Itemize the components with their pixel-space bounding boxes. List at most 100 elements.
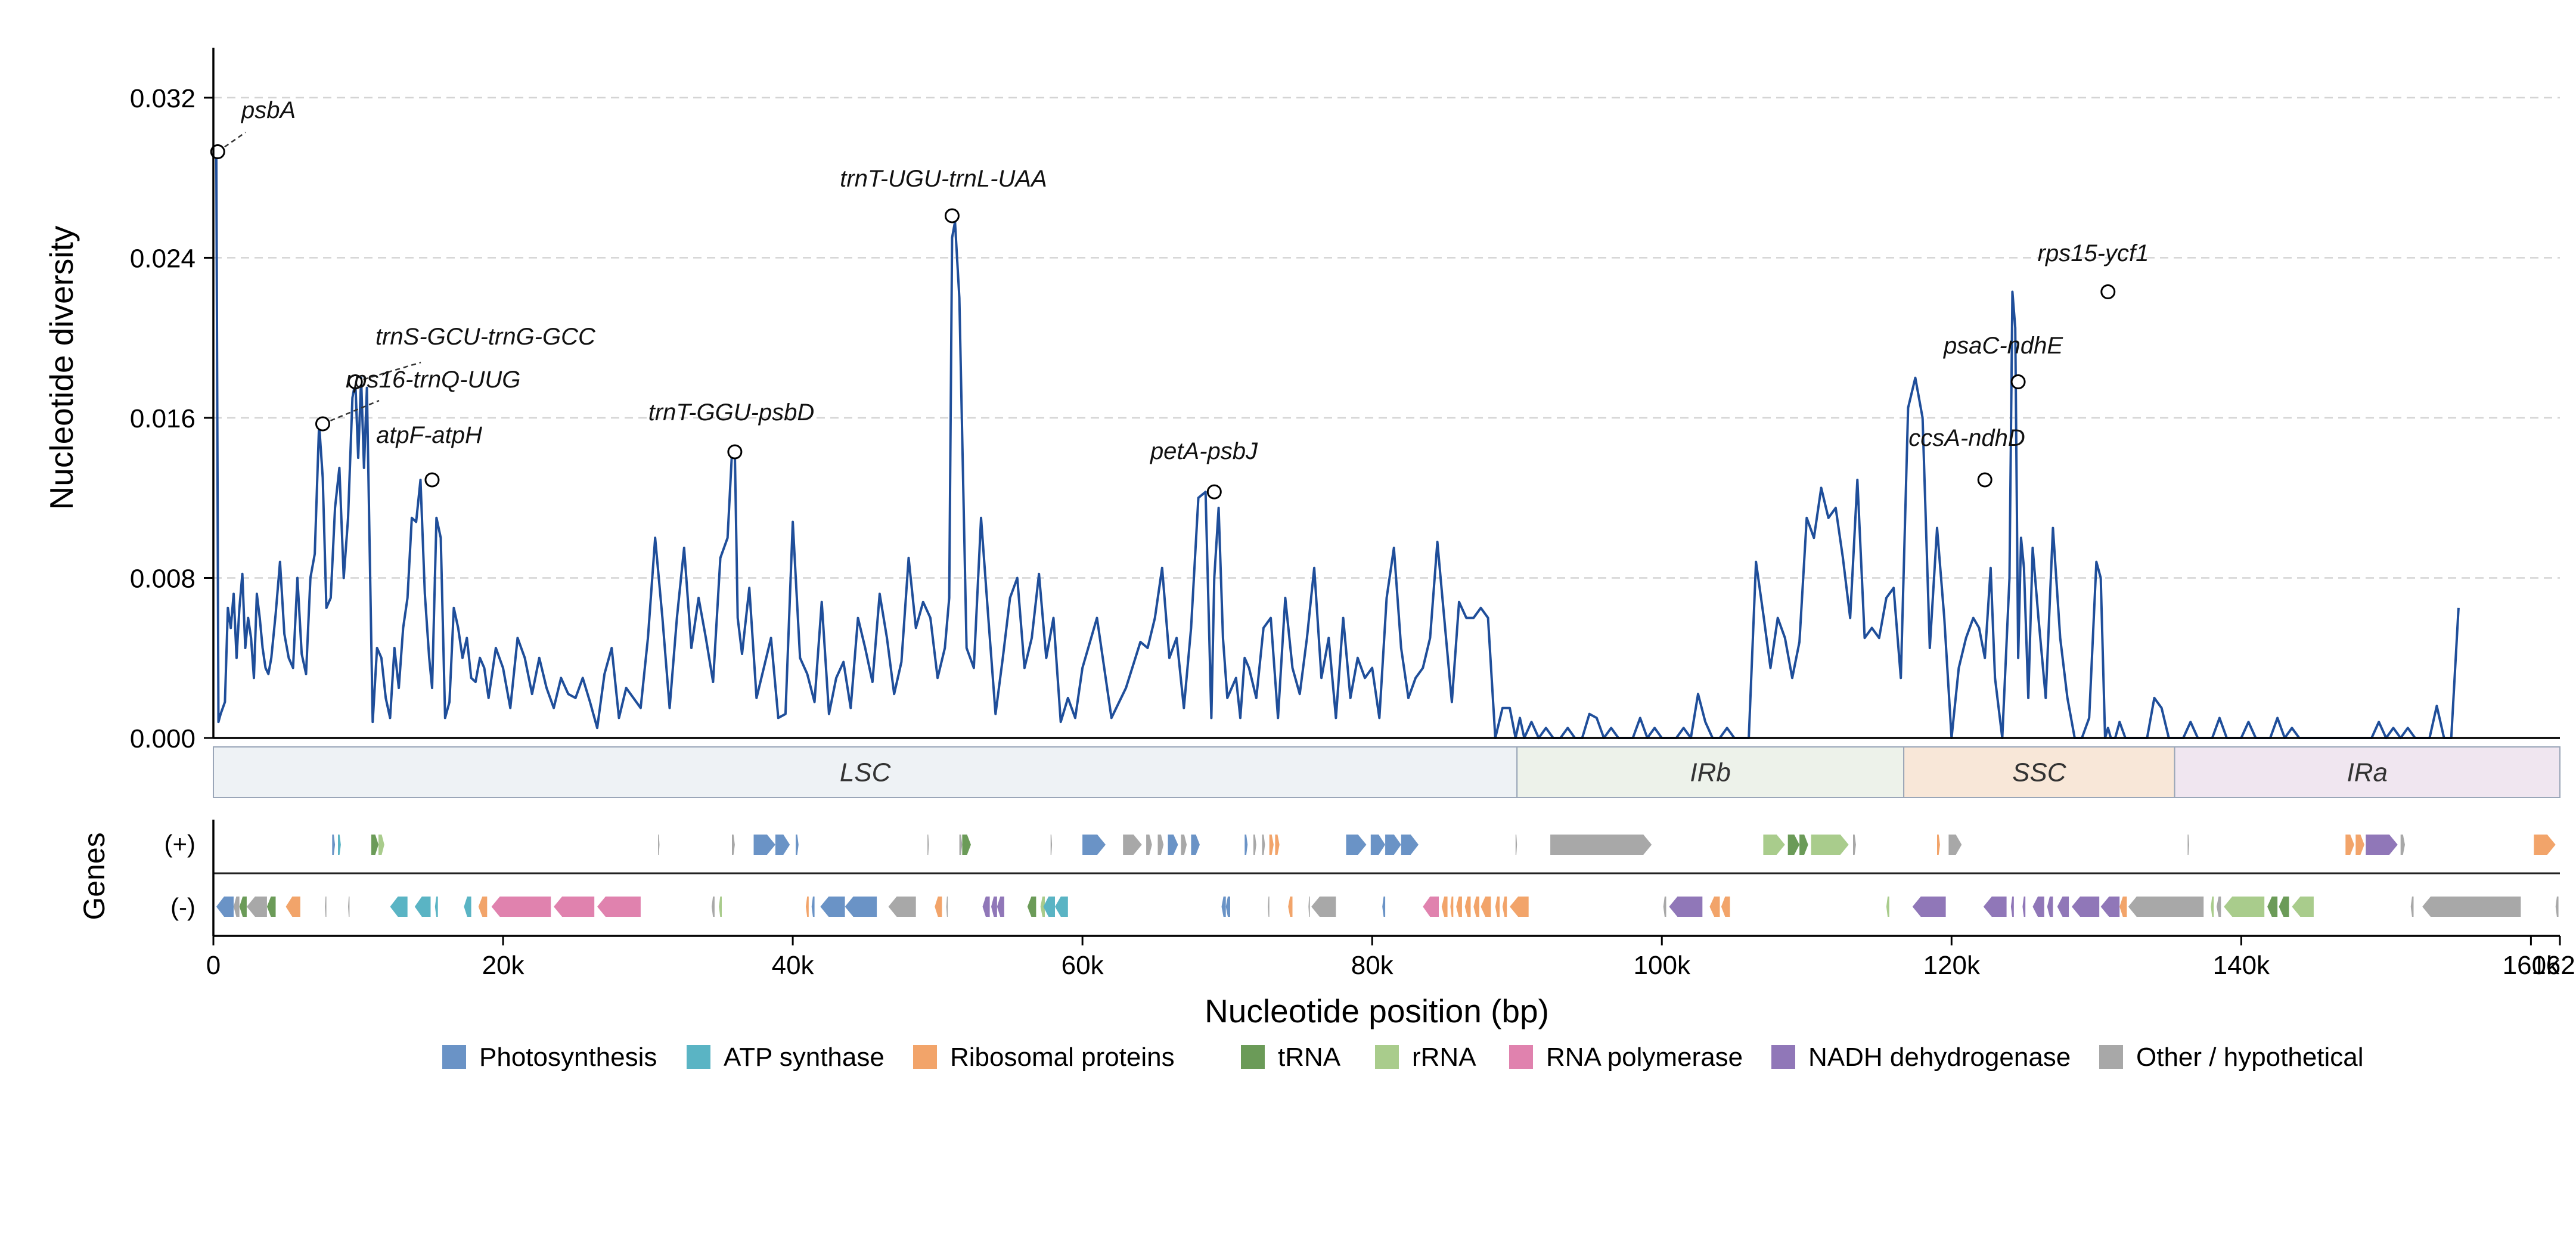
strand-minus-label: (-)	[170, 893, 195, 921]
gene-minus-arrow	[1308, 897, 1310, 917]
gene-minus-arrow	[1912, 897, 1946, 917]
gene-minus-arrow	[2022, 897, 2026, 917]
gene-minus-arrow	[478, 897, 488, 917]
peak-label: petA-psbJ	[1150, 438, 1258, 464]
peak-label: ccsA-ndhD	[1908, 425, 2025, 451]
gene-minus-arrow	[597, 897, 641, 917]
gene-minus-arrow	[2279, 897, 2289, 917]
gene-plus-arrow	[927, 835, 929, 855]
genome-regions: LSC IRb SSC IRa	[213, 746, 2561, 798]
gene-plus-arrow	[1146, 835, 1152, 855]
diversity-line-layer	[212, 146, 2460, 739]
peak-label: trnT-GGU-psbD	[648, 399, 815, 426]
gene-plus-arrow	[1269, 835, 1274, 855]
gene-minus-arrow	[434, 897, 438, 917]
gene-plus-arrow	[1253, 835, 1256, 855]
gene-plus-arrow	[378, 835, 384, 855]
legend-label: rRNA	[1412, 1043, 1476, 1072]
gene-plus-arrow	[1550, 835, 1652, 855]
gene-minus-arrow	[2072, 897, 2100, 917]
region-band	[2174, 746, 2561, 798]
x-tick-label: 140k	[2213, 951, 2270, 980]
legend-swatch	[2099, 1045, 2123, 1069]
gene-plus-arrow	[1168, 835, 1178, 855]
legend-label: RNA polymerase	[1546, 1043, 1743, 1072]
peak-marker	[1977, 472, 1992, 488]
gene-minus-arrow	[2057, 897, 2069, 917]
legend-swatch	[1375, 1045, 1399, 1069]
gene-minus-arrow	[216, 897, 234, 917]
legend-swatch	[913, 1045, 937, 1069]
legend-label: ATP synthase	[724, 1043, 884, 1072]
gene-minus-arrow	[2217, 897, 2221, 917]
gene-minus-arrow	[325, 897, 327, 917]
gene-plus-arrow	[338, 835, 341, 855]
peak-marker	[2100, 284, 2116, 299]
gene-minus-arrow	[1464, 897, 1471, 917]
y-tick-label: 0.008	[130, 564, 195, 593]
gene-plus-arrow	[1811, 835, 1849, 855]
gene-minus-arrow	[491, 897, 551, 917]
gene-plus-arrow	[1262, 835, 1265, 855]
gene-plus-arrow	[1515, 835, 1517, 855]
legend-swatch	[1241, 1045, 1265, 1069]
gene-plus-arrow	[1181, 835, 1187, 855]
region-label: IRa	[2347, 758, 2388, 787]
peak-label: psaC-ndhE	[1943, 333, 2063, 359]
gene-plus-arrow	[959, 835, 963, 855]
gene-plus-arrow	[2355, 835, 2364, 855]
gene-plus-arrow	[1123, 835, 1142, 855]
gene-plus-arrow	[1948, 835, 1962, 855]
gene-minus-arrow	[2119, 897, 2127, 917]
gene-minus-arrow	[266, 897, 276, 917]
gene-minus-arrow	[2555, 897, 2559, 917]
annotation-leader-line	[355, 361, 421, 383]
gene-plus-arrow	[753, 835, 775, 855]
gene-plus-arrow	[732, 835, 735, 855]
gene-minus-arrow	[997, 897, 1004, 917]
gene-minus-arrow	[1225, 897, 1230, 917]
gene-minus-arrow	[2410, 897, 2414, 917]
gene-minus-arrow	[1382, 897, 1386, 917]
x-tick-label: 120k	[1923, 951, 1981, 980]
gene-minus-arrow	[1481, 897, 1491, 917]
gene-plus-arrow	[775, 835, 790, 855]
legend-label: Photosynthesis	[479, 1043, 657, 1072]
gene-plus-arrow	[1937, 835, 1940, 855]
gene-plus-arrow	[1082, 835, 1106, 855]
x-tick-label: 100k	[1634, 951, 1691, 980]
gene-minus-arrow	[1456, 897, 1462, 917]
region-label: SSC	[2012, 758, 2067, 787]
legend-label: Ribosomal proteins	[950, 1043, 1175, 1072]
gene-minus-arrow	[845, 897, 877, 917]
peak-label: atpF-atpH	[376, 422, 482, 448]
axes: 0.000 0.008 0.016 0.024 0.032	[130, 48, 2560, 753]
gene-minus-arrow	[2224, 897, 2265, 917]
gene-minus-arrow	[2100, 897, 2120, 917]
gene-plus-arrow	[2534, 835, 2556, 855]
gene-plus-arrow	[1346, 835, 1367, 855]
x-axis-label: Nucleotide position (bp)	[1205, 993, 1549, 1029]
gene-minus-arrow	[246, 897, 267, 917]
gene-minus-arrow	[888, 897, 916, 917]
gene-plus-arrow	[371, 835, 378, 855]
peak-annotations: psbA trnT-UGU-trnL-UAA trnS-GCU-trnG-GCC rp…	[210, 97, 2149, 500]
gene-plus-arrow	[1787, 835, 1800, 855]
region-label: IRb	[1690, 758, 1730, 787]
gene-minus-arrow	[1040, 897, 1045, 917]
legend-label: tRNA	[1278, 1043, 1341, 1072]
gene-minus-arrow	[239, 897, 247, 917]
gene-minus-arrow	[806, 897, 809, 917]
peak-marker	[2010, 374, 2026, 390]
x-tick-label: 162k	[2531, 951, 2576, 980]
gene-minus-arrow	[946, 897, 948, 917]
gene-plus-arrow	[1275, 835, 1280, 855]
gene-minus-arrow	[719, 897, 722, 917]
region-band	[213, 746, 1518, 798]
gene-minus-arrow	[1473, 897, 1479, 917]
gene-minus-arrow	[1441, 897, 1448, 917]
gene-plus-arrow	[1385, 835, 1401, 855]
gene-plus-arrow	[1799, 835, 1808, 855]
gene-minus-arrow	[464, 897, 471, 917]
